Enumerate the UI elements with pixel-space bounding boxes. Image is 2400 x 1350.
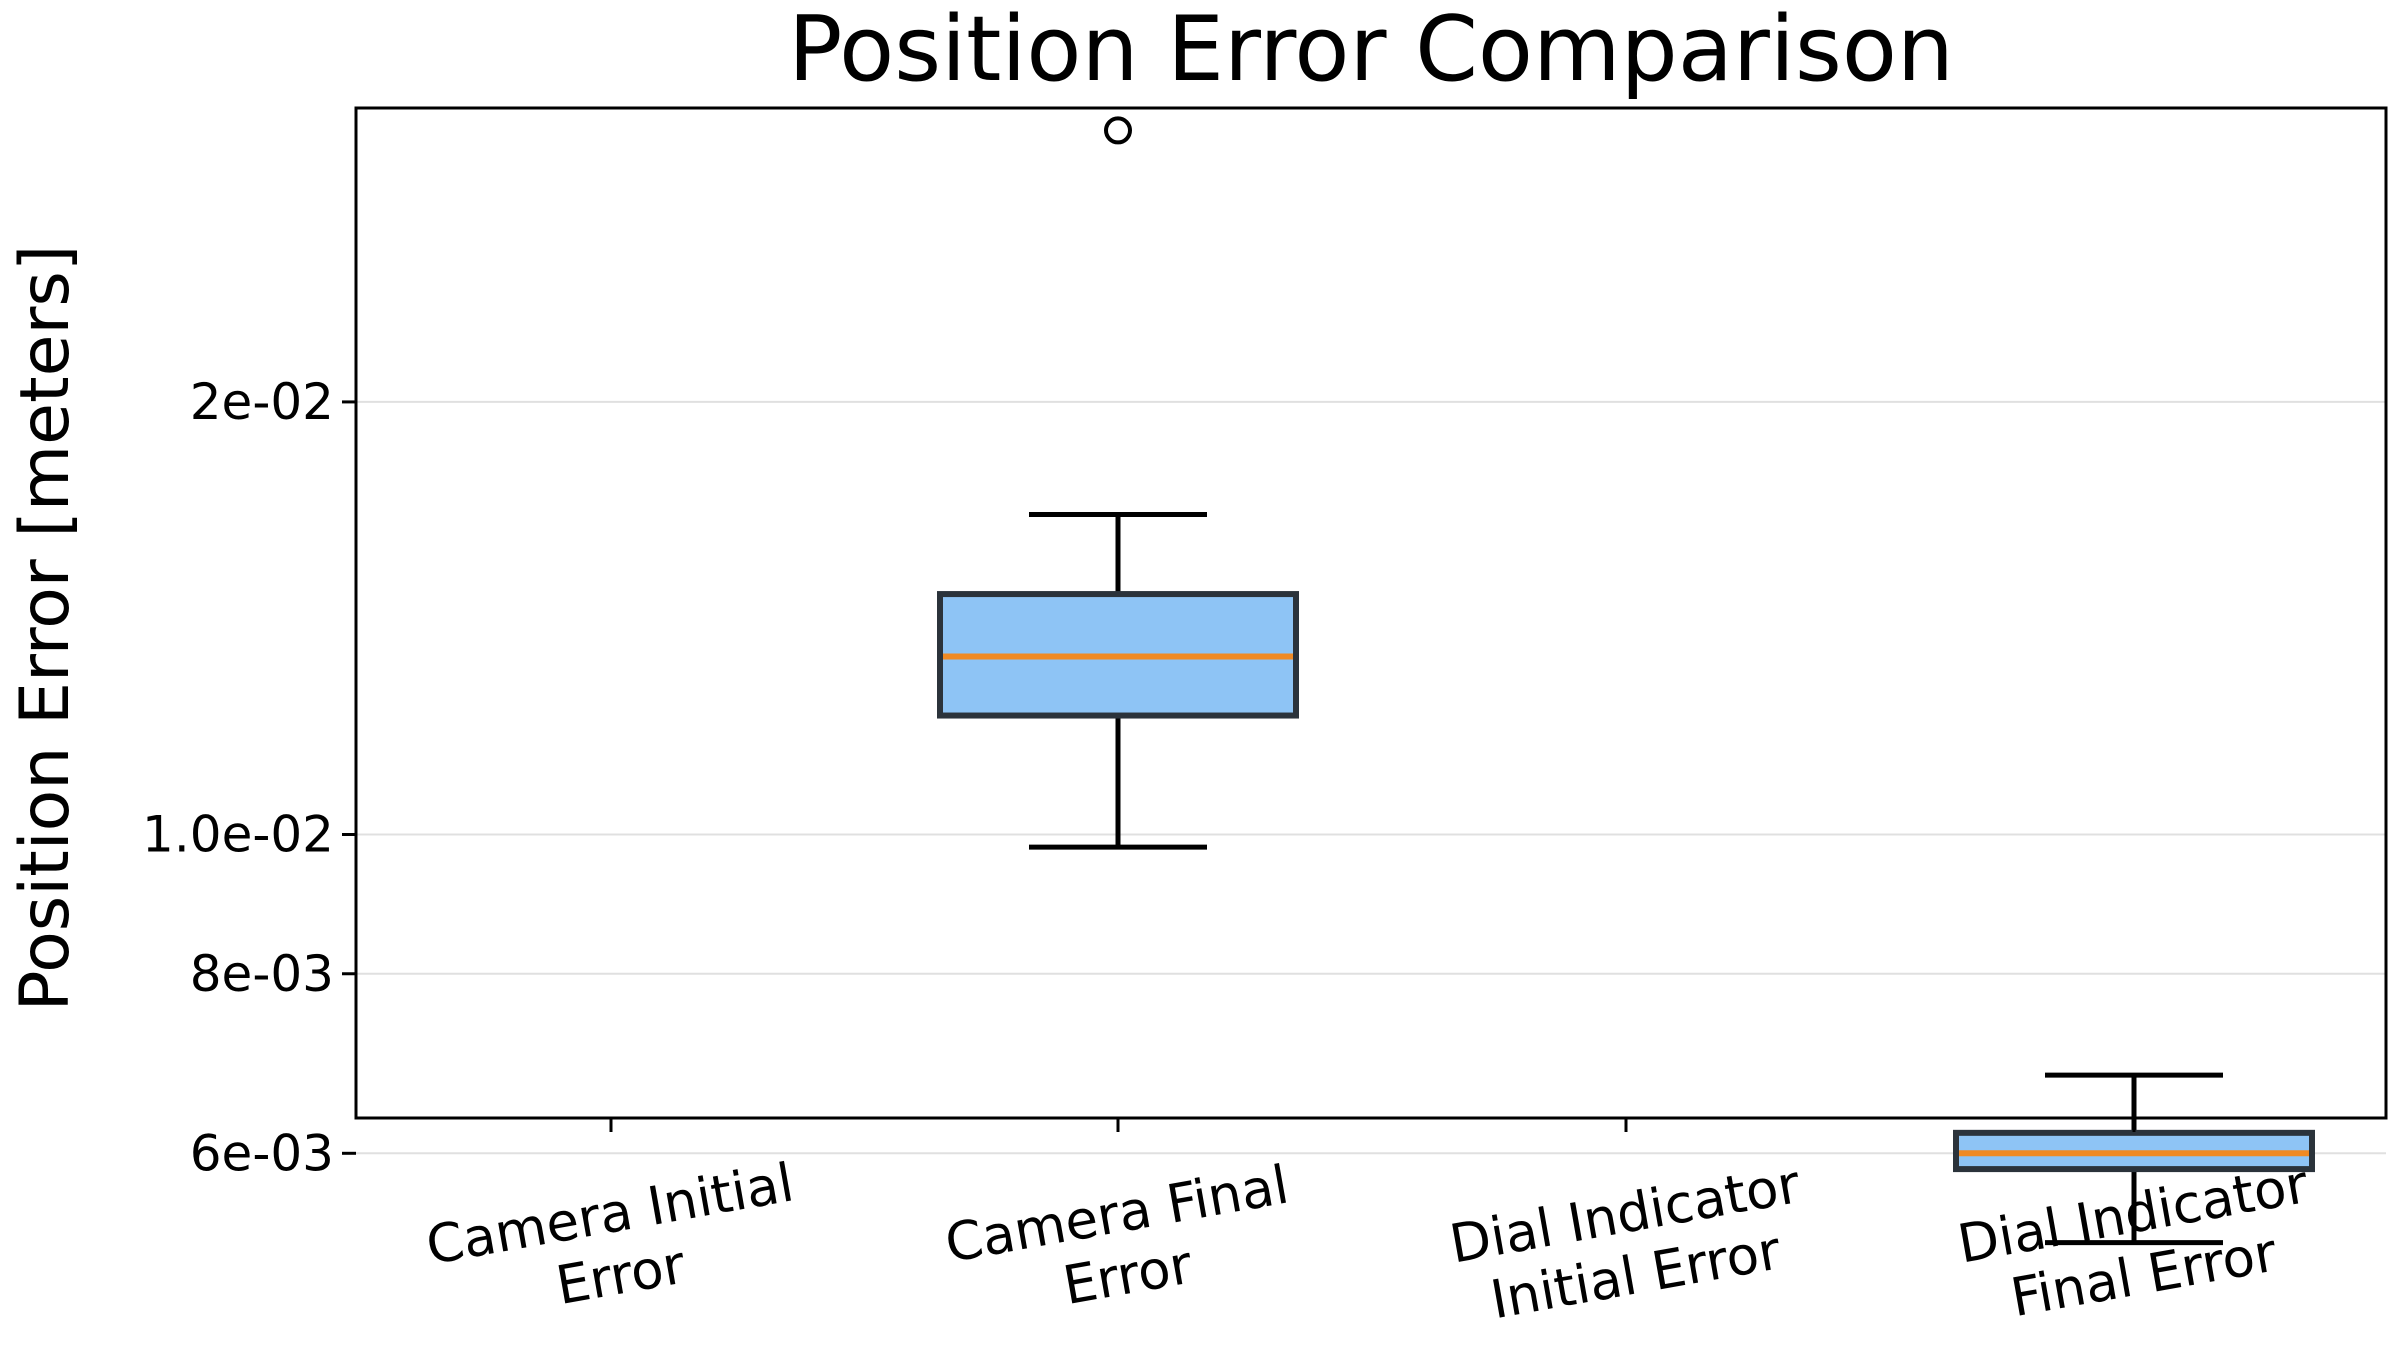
x-tick-label: Camera InitialError (422, 1152, 809, 1338)
box-series (937, 116, 2315, 1246)
box-group (1953, 1072, 2315, 1246)
outlier-point (1104, 116, 1132, 145)
x-tick-label: Dial IndicatorFinal Error (1953, 1154, 2323, 1337)
y-tick-label: 2e-02 (190, 373, 334, 431)
y-tick-label: 8e-03 (190, 945, 334, 1003)
box-group (937, 116, 1299, 850)
y-axis-label: Position Error [meters] (6, 245, 85, 1012)
chart-title: Position Error Comparison (788, 0, 1954, 102)
y-tick-label: 6e-03 (190, 1124, 334, 1182)
x-tick-label: Dial IndicatorInitial Error (1445, 1154, 1815, 1337)
x-tick-label: Camera FinalError (941, 1155, 1304, 1336)
y-tick-label: 1.0e-02 (142, 806, 334, 864)
grid-lines (356, 400, 2386, 1155)
plot-frame (354, 106, 2388, 1120)
